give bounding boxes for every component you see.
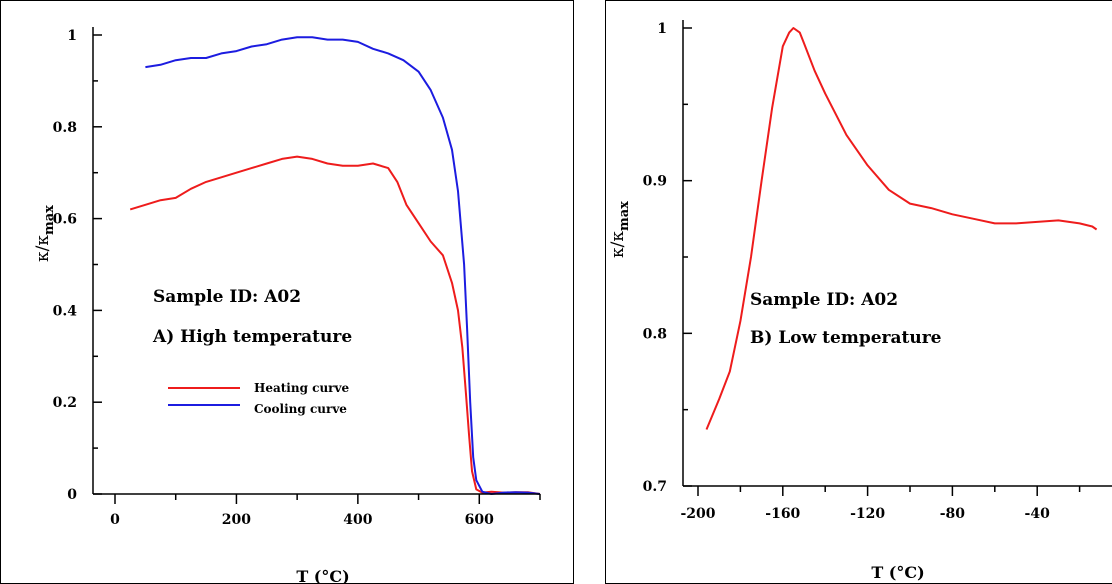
axes: 0.7 0.8 0.9 1 -200 -160 -120 -80 -40 — [643, 20, 1112, 522]
y-axis-title: κ/κmax — [33, 205, 57, 262]
y-tick-label: 0.4 — [53, 303, 78, 319]
x-axis-title: T (°C) — [871, 563, 924, 582]
x-tick-label: -80 — [940, 506, 966, 522]
chart-panel-low-temperature: 0.7 0.8 0.9 1 -200 -160 -120 -80 -40 κ/κmax T (°… — [605, 0, 1112, 584]
sample-id-annotation: Sample ID: A02 — [153, 287, 301, 307]
legend-label-cooling: Cooling curve — [254, 402, 347, 416]
plot-area — [129, 36, 541, 495]
x-axis-title: T (°C) — [296, 567, 349, 584]
y-tick-label: 0.2 — [53, 395, 77, 411]
axes: 0 0.2 0.4 0.6 0.8 1 0 200 400 600 — [53, 27, 541, 528]
series-line-cooling-curve — [145, 36, 541, 495]
panel-annotation-low-temperature: B) Low temperature — [750, 328, 942, 348]
chart-panel-high-temperature: 0 0.2 0.4 0.6 0.8 1 0 200 400 600 κ/κmax T (°C) S… — [0, 0, 574, 584]
y-tick-label: 0 — [67, 487, 77, 503]
y-tick-label: 0.7 — [643, 479, 667, 495]
x-tick-label: 600 — [465, 512, 494, 528]
x-tick-label: -120 — [850, 506, 885, 522]
y-tick-label: 0.9 — [643, 174, 667, 190]
y-tick-label: 0.8 — [53, 120, 77, 136]
sample-id-annotation: Sample ID: A02 — [750, 290, 898, 310]
y-tick-label: 1 — [67, 28, 77, 44]
x-tick-label: 400 — [343, 512, 372, 528]
series-line-heating-curve — [129, 155, 541, 495]
legend: Heating curve Cooling curve — [168, 381, 349, 416]
x-tick-label: 200 — [222, 512, 251, 528]
plot-area — [705, 27, 1098, 430]
panel-annotation-high-temperature: A) High temperature — [152, 327, 352, 347]
y-tick-label: 0.6 — [53, 212, 77, 228]
x-tick-label: -160 — [765, 506, 800, 522]
x-tick-label: -40 — [1025, 506, 1051, 522]
y-tick-label: 1 — [657, 21, 667, 37]
legend-label-heating: Heating curve — [254, 381, 349, 395]
y-axis-title: κ/κmax — [608, 201, 632, 258]
x-tick-label: 0 — [110, 512, 120, 528]
x-tick-label: -200 — [680, 506, 715, 522]
series-line — [705, 27, 1098, 430]
y-tick-label: 0.8 — [643, 326, 667, 342]
